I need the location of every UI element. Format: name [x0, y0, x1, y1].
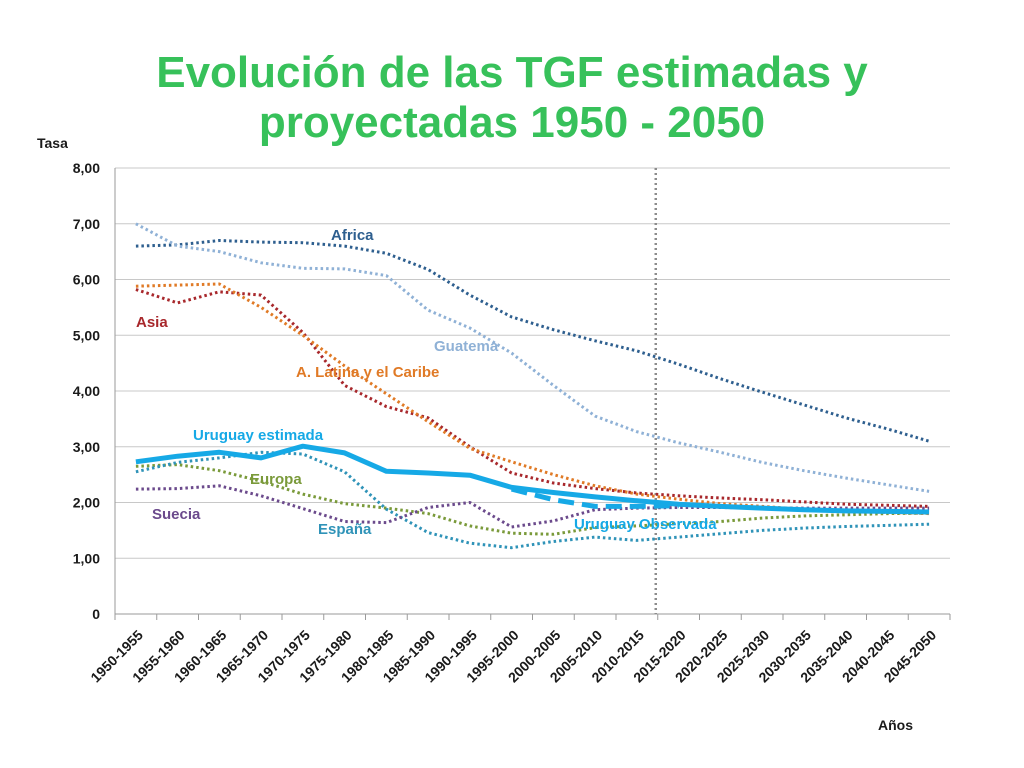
gridlines [115, 167, 950, 615]
series-label: Africa [331, 227, 374, 244]
series-label: Europa [250, 471, 302, 488]
y-tick-label: 7,00 [73, 216, 100, 232]
y-tick-label: 4,00 [73, 383, 100, 399]
x-tick-labels: 1950-19551955-19601960-19651965-19701970… [87, 627, 939, 686]
series-line-guatema [135, 222, 930, 493]
axes [114, 168, 951, 620]
y-tick-label: 5,00 [73, 327, 100, 343]
chart-title-line-1: Evolución de las TGF estimadas y [156, 48, 868, 97]
series-label: Uruguay estimada [193, 427, 324, 444]
y-tick-labels: 0 1,00 2,00 3,00 4,00 5,00 6,00 7,00 8,00 [73, 160, 100, 622]
series-label: Uruguay Observada [574, 516, 717, 533]
series-line-europa [135, 463, 930, 536]
x-axis-label: Años [878, 717, 913, 733]
series-line-uruguay-estimada [135, 443, 930, 515]
series-line-espa-a [135, 450, 930, 550]
series-label: Suecia [152, 506, 201, 523]
series-lines [135, 222, 930, 550]
series-line-asia [135, 288, 930, 508]
chart-title-line-2: proyectadas 1950 - 2050 [258, 98, 766, 147]
y-tick-label: 1,00 [73, 550, 100, 566]
series-label: Asia [136, 314, 168, 331]
series-label: Guatema [434, 338, 499, 355]
y-tick-label: 3,00 [73, 439, 100, 455]
series-line-africa [135, 239, 930, 443]
series-label: España [318, 521, 372, 538]
y-axis-label: Tasa [37, 135, 68, 151]
series-label: A. Latina y el Caribe [296, 364, 439, 381]
y-tick-label: 8,00 [73, 160, 100, 176]
y-tick-label: 0 [92, 606, 100, 622]
chart-title: Evolución de las TGF estimadas y proyect… [0, 48, 1024, 148]
series-labels: Africa Guatema Asia A. Latina y el Caribe Eu… [136, 227, 717, 538]
series-line-uruguay-observada [510, 486, 679, 509]
y-tick-label: 6,00 [73, 272, 100, 288]
y-tick-label: 2,00 [73, 495, 100, 511]
